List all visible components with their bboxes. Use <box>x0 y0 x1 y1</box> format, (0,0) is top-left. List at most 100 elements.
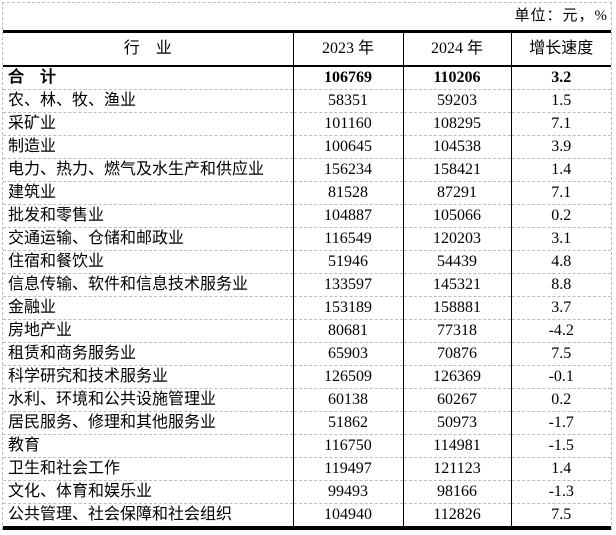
industry-cell: 合 计 <box>8 69 57 86</box>
industry-cell: 交通运输、仓储和邮政业 <box>3 227 293 251</box>
value-2023-cell: 80681 <box>292 319 403 343</box>
industry-cell: 租赁和商务服务业 <box>3 342 293 366</box>
growth-cell: 1.4 <box>510 457 611 481</box>
value-2023-cell: 153189 <box>292 296 403 320</box>
growth-cell: -1.5 <box>510 434 611 458</box>
value-2024-cell: 158421 <box>402 158 511 182</box>
industry-cell: 卫生和社会工作 <box>3 457 293 481</box>
growth-cell: 1.5 <box>510 89 611 113</box>
table-row: 科学研究和技术服务业 126509 126369 -0.1 <box>3 365 611 389</box>
industry-cell: 制造业 <box>3 135 293 159</box>
value-2023-cell: 51946 <box>292 250 403 274</box>
value-2023-cell: 104940 <box>292 503 403 528</box>
value-2024-cell: 54439 <box>402 250 511 274</box>
table-row: 居民服务、修理和其他服务业 51862 50973 -1.7 <box>3 411 611 435</box>
value-2023-cell: 99493 <box>292 480 403 504</box>
table-row: 建筑业 81528 87291 7.1 <box>3 181 611 205</box>
growth-cell: 0.2 <box>510 204 611 228</box>
industry-cell: 电力、热力、燃气及水生产和供应业 <box>3 158 293 182</box>
header-row: 行 业 2023 年 2024 年 增长速度 <box>3 31 611 67</box>
wage-table-sheet: 单位：元，% 行 业 2023 年 2024 年 增长速度 合 计 106769… <box>2 2 612 530</box>
table-row: 制造业 100645 104538 3.9 <box>3 135 611 159</box>
value-2024-cell: 98166 <box>402 480 511 504</box>
value-2023-cell: 65903 <box>292 342 403 366</box>
growth-cell: 4.8 <box>510 250 611 274</box>
table-row: 金融业 153189 158881 3.7 <box>3 296 611 320</box>
value-2024-cell: 87291 <box>402 181 511 205</box>
table-row: 文化、体育和娱乐业 99493 98166 -1.3 <box>3 480 611 504</box>
value-2024-cell: 145321 <box>402 273 511 297</box>
growth-cell: 3.9 <box>510 135 611 159</box>
industry-cell: 居民服务、修理和其他服务业 <box>3 411 293 435</box>
growth-cell: 7.5 <box>510 503 611 528</box>
industry-cell: 科学研究和技术服务业 <box>3 365 293 389</box>
table-body: 合 计 106769 110206 3.2 农、林、牧、渔业 58351 592… <box>3 66 611 528</box>
col-header-2024: 2024 年 <box>402 31 511 67</box>
table-row: 采矿业 101160 108295 7.1 <box>3 112 611 136</box>
growth-cell: 3.2 <box>510 66 611 90</box>
value-2023-cell: 60138 <box>292 388 403 412</box>
value-2024-cell: 77318 <box>402 319 511 343</box>
value-2024-cell: 126369 <box>402 365 511 389</box>
table-row: 水利、环境和公共设施管理业 60138 60267 0.2 <box>3 388 611 412</box>
table-row-total: 合 计 106769 110206 3.2 <box>3 66 611 90</box>
value-2023-cell: 81528 <box>292 181 403 205</box>
industry-cell: 文化、体育和娱乐业 <box>3 480 293 504</box>
value-2023-cell: 101160 <box>292 112 403 136</box>
growth-cell: 3.1 <box>510 227 611 251</box>
table-row: 教育 116750 114981 -1.5 <box>3 434 611 458</box>
table-header: 行 业 2023 年 2024 年 增长速度 <box>3 31 611 67</box>
table-row: 交通运输、仓储和邮政业 116549 120203 3.1 <box>3 227 611 251</box>
value-2023-cell: 58351 <box>292 89 403 113</box>
value-2023-cell: 126509 <box>292 365 403 389</box>
table-row: 电力、热力、燃气及水生产和供应业 156234 158421 1.4 <box>3 158 611 182</box>
growth-cell: -0.1 <box>510 365 611 389</box>
industry-cell: 住宿和餐饮业 <box>3 250 293 274</box>
growth-cell: 7.5 <box>510 342 611 366</box>
industry-cell: 教育 <box>3 434 293 458</box>
growth-cell: 7.1 <box>510 112 611 136</box>
table-row: 批发和零售业 104887 105066 0.2 <box>3 204 611 228</box>
col-header-2023: 2023 年 <box>292 31 403 67</box>
value-2023-cell: 100645 <box>292 135 403 159</box>
growth-cell: 8.8 <box>510 273 611 297</box>
value-2024-cell: 112826 <box>402 503 511 528</box>
table-row: 农、林、牧、渔业 58351 59203 1.5 <box>3 89 611 113</box>
value-2024-cell: 60267 <box>402 388 511 412</box>
value-2024-cell: 104538 <box>402 135 511 159</box>
col-header-growth: 增长速度 <box>510 31 611 67</box>
value-2024-cell: 120203 <box>402 227 511 251</box>
value-2023-cell: 119497 <box>292 457 403 481</box>
value-2024-cell: 121123 <box>402 457 511 481</box>
value-2024-cell: 110206 <box>402 66 511 90</box>
value-2024-cell: 105066 <box>402 204 511 228</box>
value-2023-cell: 106769 <box>292 66 403 90</box>
table-row: 住宿和餐饮业 51946 54439 4.8 <box>3 250 611 274</box>
value-2023-cell: 51862 <box>292 411 403 435</box>
growth-cell: 3.7 <box>510 296 611 320</box>
table-row: 信息传输、软件和信息技术服务业 133597 145321 8.8 <box>3 273 611 297</box>
industry-cell: 金融业 <box>3 296 293 320</box>
value-2023-cell: 116549 <box>292 227 403 251</box>
table-row: 租赁和商务服务业 65903 70876 7.5 <box>3 342 611 366</box>
value-2024-cell: 158881 <box>402 296 511 320</box>
growth-cell: -4.2 <box>510 319 611 343</box>
industry-cell: 水利、环境和公共设施管理业 <box>3 388 293 412</box>
table-row: 卫生和社会工作 119497 121123 1.4 <box>3 457 611 481</box>
growth-cell: 7.1 <box>510 181 611 205</box>
industry-cell: 采矿业 <box>3 112 293 136</box>
unit-note: 单位：元，% <box>514 8 608 24</box>
industry-cell: 公共管理、社会保障和社会组织 <box>3 503 293 528</box>
growth-cell: 0.2 <box>510 388 611 412</box>
wage-table: 行 业 2023 年 2024 年 增长速度 合 计 106769 110206… <box>3 30 611 530</box>
growth-cell: -1.7 <box>510 411 611 435</box>
value-2023-cell: 104887 <box>292 204 403 228</box>
table-row: 房地产业 80681 77318 -4.2 <box>3 319 611 343</box>
industry-cell: 批发和零售业 <box>3 204 293 228</box>
industry-cell: 建筑业 <box>3 181 293 205</box>
value-2024-cell: 70876 <box>402 342 511 366</box>
industry-cell: 农、林、牧、渔业 <box>3 89 293 113</box>
industry-cell: 信息传输、软件和信息技术服务业 <box>3 273 293 297</box>
value-2023-cell: 133597 <box>292 273 403 297</box>
